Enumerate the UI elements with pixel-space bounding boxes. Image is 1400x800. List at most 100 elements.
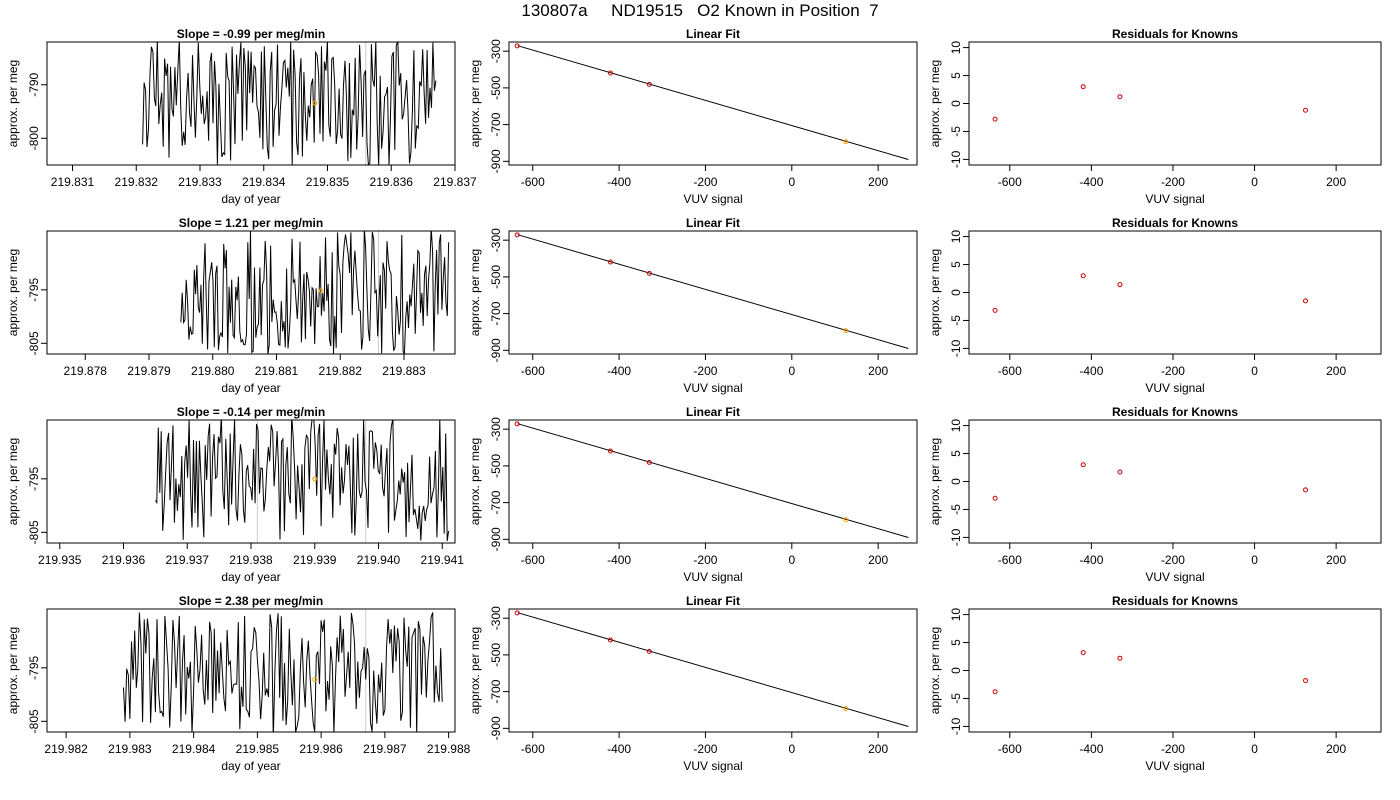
plot-frame — [46, 230, 456, 355]
y-tick-label: -795 — [27, 466, 41, 490]
y-axis-label: approx. per meg — [6, 60, 20, 147]
x-tick-label: 219.880 — [191, 364, 235, 378]
panel-r2-scatter: Residuals for Knowns -600 -400 -200 0 200 VUV … — [928, 216, 1382, 395]
x-tick-label: 0 — [1251, 742, 1258, 756]
data-point — [312, 476, 318, 482]
y-axis-label: approx. per meg — [6, 627, 20, 714]
panel-title: Residuals for Knowns — [1112, 216, 1238, 230]
data-series-line — [154, 420, 450, 542]
data-point — [992, 495, 998, 501]
x-axis-label: day of year — [221, 570, 280, 584]
y-tick-label: -10 — [949, 717, 963, 735]
y-tick-label: -5 — [949, 315, 963, 326]
panel-title: Slope = -0.14 per meg/min — [177, 405, 325, 419]
x-tick-label: 219.834 — [242, 175, 286, 189]
x-tick-label: 219.938 — [229, 553, 273, 567]
x-tick-label: 0 — [1251, 175, 1258, 189]
panel-title: Linear Fit — [686, 27, 740, 41]
y-tick-label: -805 — [27, 331, 41, 355]
panel-r3-scatter: Residuals for Knowns -600 -400 -200 0 200 VUV … — [928, 405, 1382, 584]
y-tick-label: -300 — [489, 39, 503, 63]
y-axis-label: approx. per meg — [468, 627, 482, 714]
x-tick-label: -200 — [1161, 742, 1185, 756]
y-axis-label: approx. per meg — [928, 60, 942, 147]
y-tick-label: 0 — [949, 478, 963, 485]
x-tick-label: 219.940 — [357, 553, 401, 567]
y-tick-label: 5 — [949, 72, 963, 79]
y-tick-label: -10 — [949, 528, 963, 546]
data-point — [514, 232, 520, 238]
x-tick-label: 200 — [1326, 742, 1346, 756]
data-point — [607, 637, 613, 643]
x-tick-label: 219.836 — [370, 175, 414, 189]
y-tick-label: -5 — [949, 504, 963, 515]
x-tick-label: 219.881 — [255, 364, 299, 378]
panel-title: Linear Fit — [686, 594, 740, 608]
y-tick-label: -805 — [27, 520, 41, 544]
y-axis-label: approx. per meg — [468, 60, 482, 147]
x-tick-label: 219.987 — [363, 742, 407, 756]
x-tick-label: -600 — [521, 364, 545, 378]
x-tick-label: 219.833 — [178, 175, 222, 189]
y-tick-label: -800 — [27, 126, 41, 150]
data-point — [992, 689, 998, 695]
data-series-line — [142, 42, 437, 165]
y-tick-label: 0 — [949, 289, 963, 296]
x-tick-label: -600 — [521, 742, 545, 756]
panel-title: Linear Fit — [686, 405, 740, 419]
fit-line — [517, 612, 909, 727]
x-tick-label: -400 — [1079, 742, 1103, 756]
x-tick-label: -200 — [693, 364, 717, 378]
x-tick-label: -600 — [998, 175, 1022, 189]
x-axis-label: VUV signal — [683, 381, 742, 395]
x-tick-label: -600 — [998, 364, 1022, 378]
plot-frame — [46, 41, 456, 166]
x-tick-label: 219.984 — [172, 742, 216, 756]
data-point — [646, 270, 652, 276]
x-tick-label: -400 — [607, 742, 631, 756]
y-tick-label: -805 — [27, 709, 41, 733]
y-tick-label: -500 — [489, 454, 503, 478]
x-axis-label: VUV signal — [683, 759, 742, 773]
data-point — [607, 70, 613, 76]
panel-r3-line: Slope = -0.14 per meg/min 219.935 219.936 2… — [6, 405, 464, 584]
x-tick-label: 0 — [788, 742, 795, 756]
x-axis-label: VUV signal — [1145, 192, 1204, 206]
data-point — [1303, 487, 1309, 493]
x-tick-label: 219.831 — [51, 175, 95, 189]
x-tick-label: -600 — [521, 553, 545, 567]
x-tick-label: 219.986 — [299, 742, 343, 756]
x-tick-label: 219.939 — [293, 553, 337, 567]
x-tick-label: 219.983 — [108, 742, 152, 756]
data-point — [992, 116, 998, 122]
panel-r1-scatter: Residuals for Knowns -600 -400 -200 0 200 VUV … — [928, 27, 1382, 206]
y-axis-label: approx. per meg — [928, 438, 942, 525]
panel-r1-line: Slope = -0.99 per meg/min 219.831 219.832 2… — [6, 27, 477, 206]
y-tick-label: 10 — [949, 419, 963, 433]
y-tick-label: -795 — [27, 277, 41, 301]
y-tick-label: -500 — [489, 643, 503, 667]
panel-title: Residuals for Knowns — [1112, 405, 1238, 419]
x-tick-label: 219.882 — [319, 364, 363, 378]
x-axis-label: VUV signal — [1145, 570, 1204, 584]
data-point — [514, 421, 520, 427]
plot-frame — [968, 230, 1382, 355]
data-point — [1117, 655, 1123, 661]
data-point — [1117, 469, 1123, 475]
data-point — [318, 288, 324, 294]
x-axis-label: day of year — [221, 381, 280, 395]
y-axis-label: approx. per meg — [928, 627, 942, 714]
plot-frame — [508, 230, 918, 355]
y-tick-label: -900 — [489, 527, 503, 551]
panel-r1-scatter: Linear Fit -600 -400 -200 0 200 VUV signal -300… — [468, 27, 918, 206]
data-point — [992, 307, 998, 313]
plot-frame — [46, 608, 456, 733]
x-tick-label: 219.982 — [44, 742, 88, 756]
x-tick-label: 219.835 — [306, 175, 350, 189]
data-point — [1303, 678, 1309, 684]
fit-line — [517, 45, 909, 160]
x-tick-label: 219.832 — [115, 175, 159, 189]
panel-r3-scatter: Linear Fit -600 -400 -200 0 200 VUV signal -300… — [468, 405, 918, 584]
x-axis-label: VUV signal — [683, 570, 742, 584]
y-tick-label: 10 — [949, 230, 963, 244]
